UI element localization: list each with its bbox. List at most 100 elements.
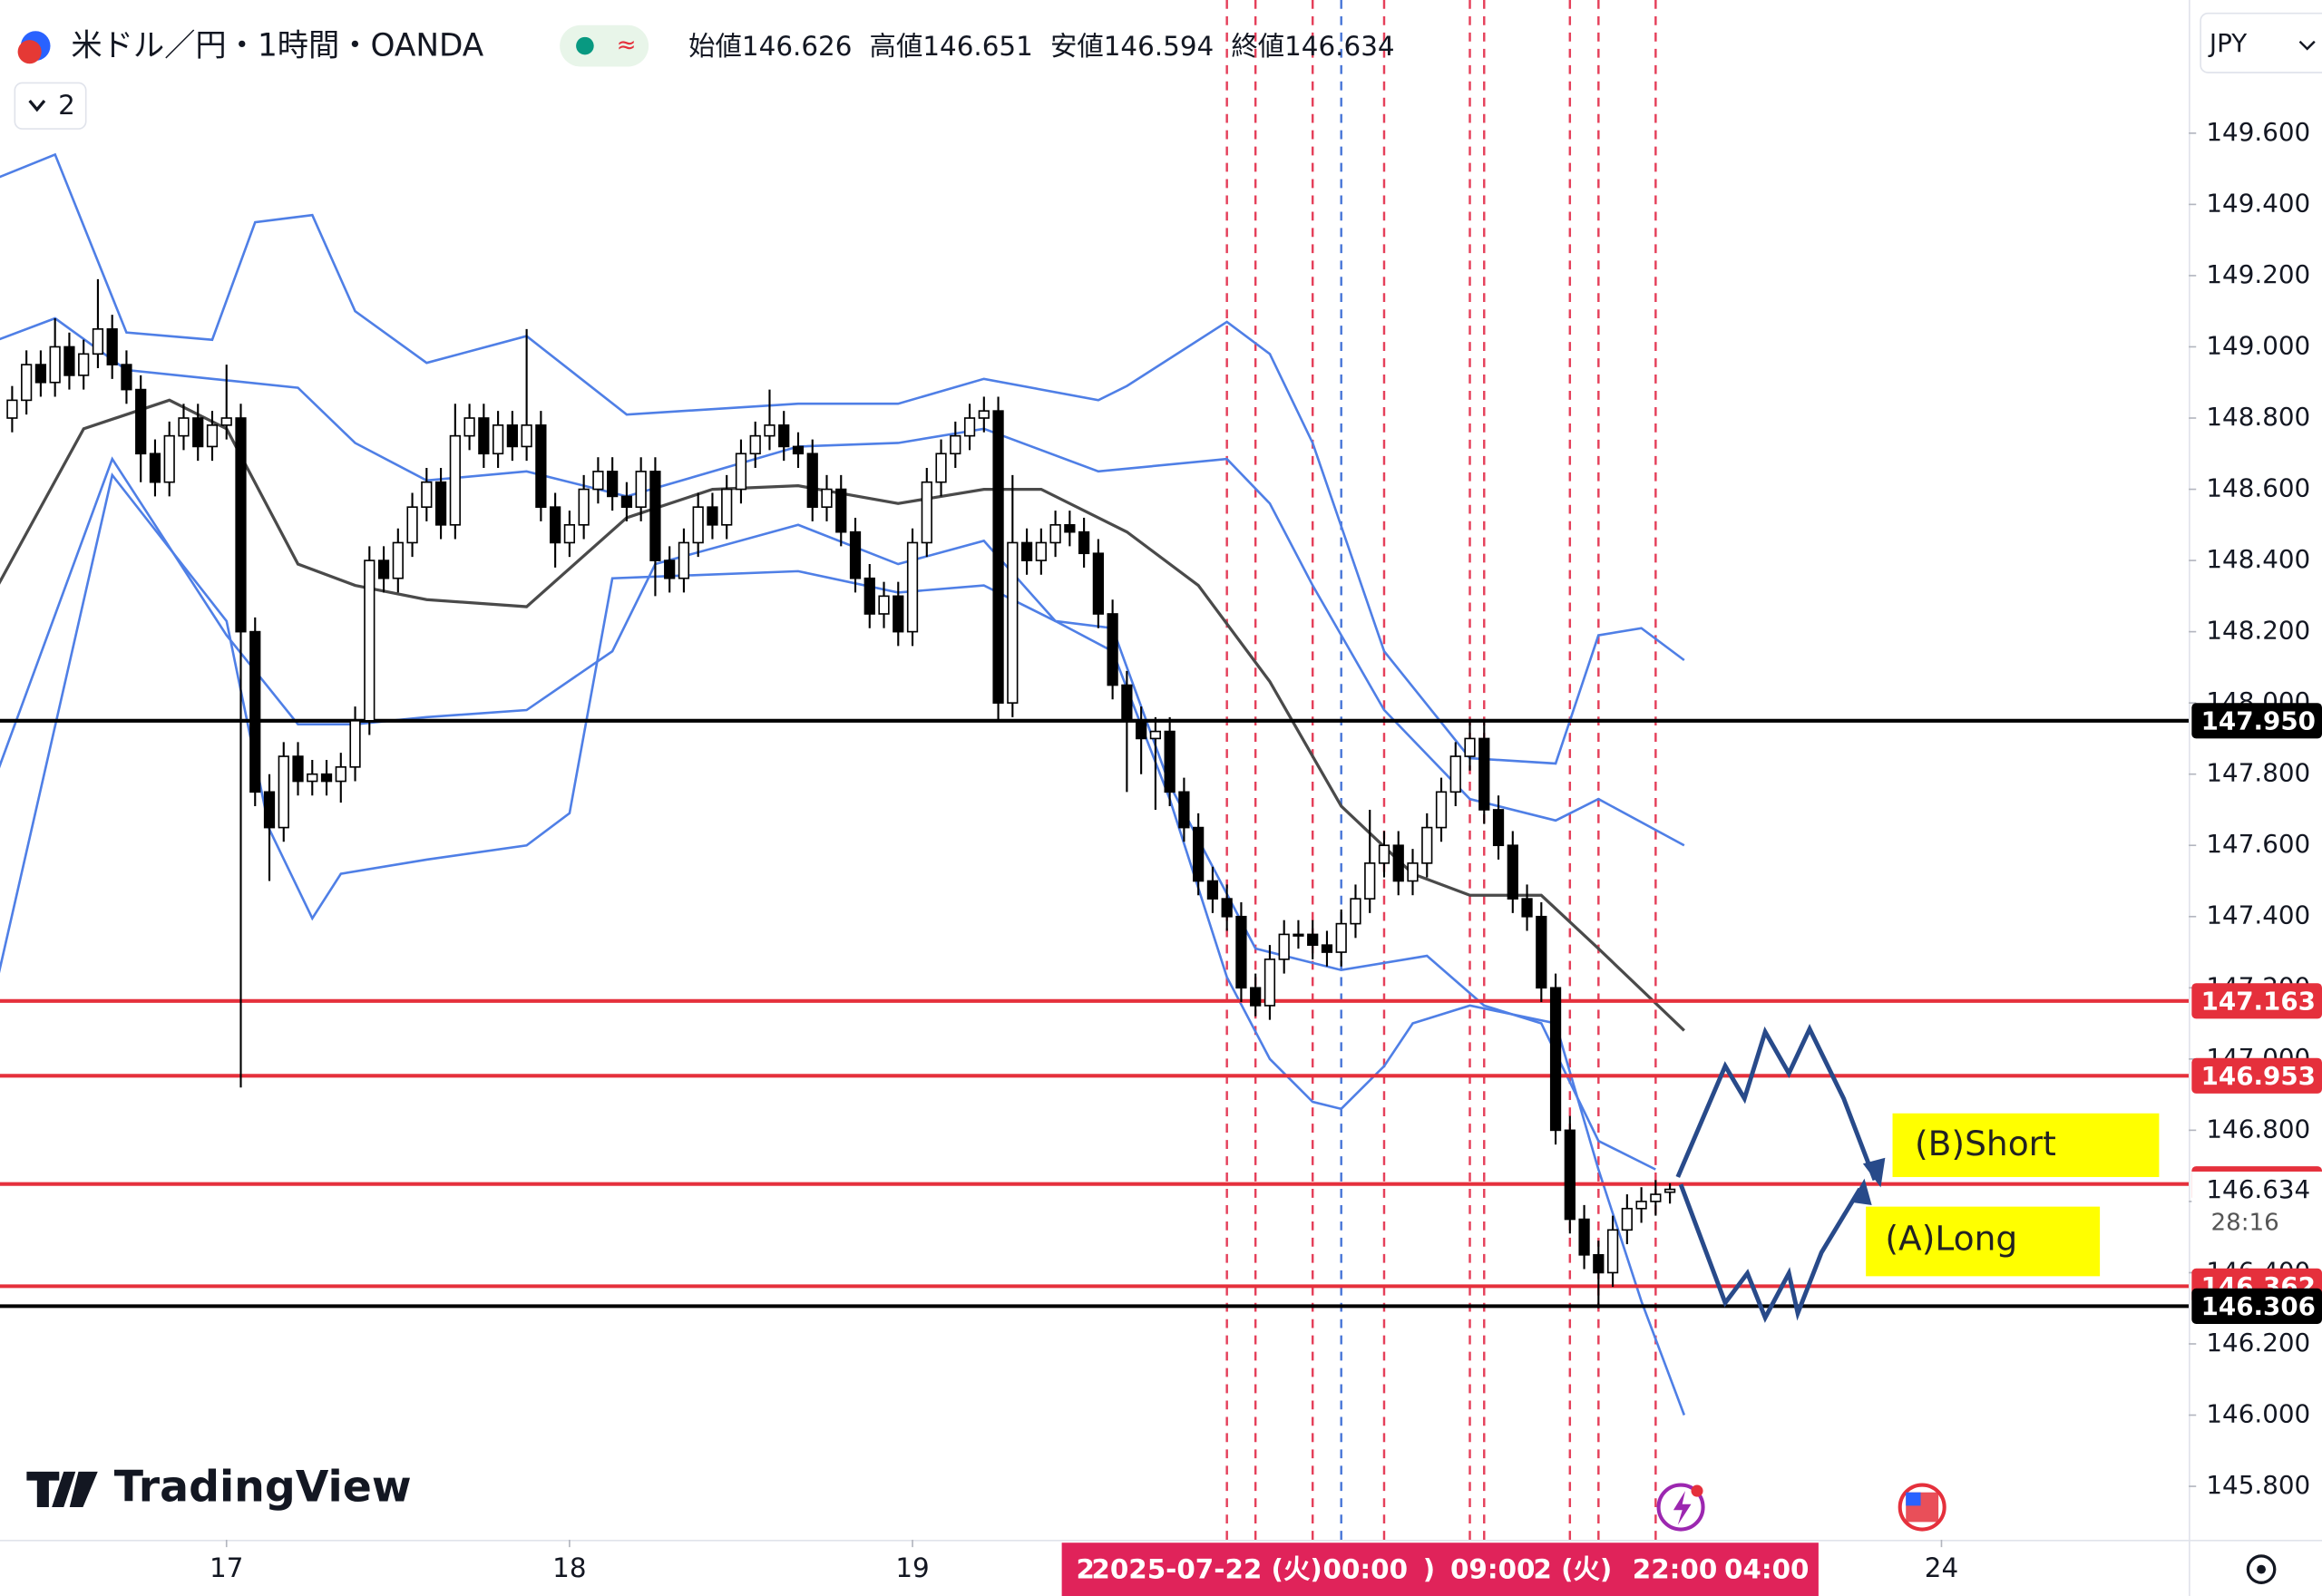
candle-body [620, 495, 633, 508]
annotation: (B)Short [1915, 1124, 2056, 1163]
candle-body [935, 453, 947, 483]
interval-button[interactable]: 2 [14, 82, 87, 130]
plot-area [0, 0, 2190, 1540]
candle-body [1621, 1207, 1633, 1231]
candle-body [1007, 541, 1019, 704]
candle-body [550, 506, 561, 544]
candle-body [1020, 541, 1033, 561]
candle-body [192, 417, 204, 448]
candle-body [1635, 1201, 1647, 1210]
candle-body [1149, 730, 1162, 740]
y-tick-label: 147.600 [2206, 829, 2310, 859]
indicator-line [0, 456, 1656, 1171]
x-tick-label: 18 [552, 1552, 586, 1583]
candle-body [463, 417, 475, 437]
candle-body [1121, 684, 1133, 722]
candle-body [506, 424, 518, 448]
ohlc-label: 安値 [1050, 31, 1104, 62]
y-tick-label: 148.400 [2206, 544, 2310, 574]
symbol-icon [17, 40, 42, 64]
candle-body [1578, 1218, 1590, 1256]
indicator-line [0, 472, 1686, 1416]
y-tick-label: 149.600 [2206, 117, 2310, 147]
ohlc-value: 146.594 [1104, 31, 1214, 62]
x-tick-label: 19 [895, 1552, 929, 1583]
arrow-head [1850, 1178, 1872, 1205]
candle-body [63, 345, 75, 376]
button-frame [14, 82, 87, 130]
candle-body [878, 595, 890, 615]
candle-body [121, 364, 132, 391]
button-label: JPY [2208, 28, 2247, 58]
candle-body [307, 773, 318, 783]
candle-body [1407, 862, 1419, 882]
candle-body [406, 506, 418, 544]
logo-text: TradingView [114, 1462, 412, 1512]
y-tick-label: 146.200 [2206, 1328, 2310, 1358]
candle-body [1107, 613, 1118, 686]
y-tick-label: 146.000 [2206, 1399, 2310, 1429]
candle-body [592, 471, 604, 491]
y-tick-label: 149.400 [2206, 188, 2310, 218]
candle-body [735, 453, 747, 491]
flag-icon [1906, 1492, 1921, 1506]
overlay: (B)Short (A)Long [1675, 1024, 2160, 1323]
candle-body [764, 424, 776, 437]
y-tick-label: 147.400 [2206, 900, 2310, 930]
candle-body [34, 364, 47, 384]
candle-body [1421, 826, 1433, 864]
scenario-path [1678, 1183, 1862, 1323]
candle-body [92, 328, 104, 355]
candle-body [106, 328, 118, 365]
candle-body [1193, 826, 1205, 882]
settings-icon[interactable] [2246, 1554, 2277, 1584]
chevron [2298, 40, 2316, 51]
candle-body [1335, 922, 1347, 953]
candle-body [320, 773, 333, 783]
candle-body [478, 417, 490, 455]
candle-body [563, 523, 576, 544]
chevron [28, 99, 46, 112]
candle-body [492, 424, 504, 455]
candle-body [678, 541, 690, 579]
candle-body [521, 424, 532, 448]
candle-body [1564, 1129, 1576, 1221]
price-tag [2191, 703, 2322, 739]
candle-body [449, 434, 461, 526]
candle-body [392, 541, 404, 579]
candle-body [1593, 1253, 1605, 1274]
annotation-box [1892, 1113, 2160, 1177]
candle-body [78, 353, 90, 376]
candle-body [1049, 523, 1061, 544]
ohlc-label: 終値 [1231, 31, 1284, 62]
y-tick-label: 149.200 [2206, 259, 2310, 289]
candle-body [1650, 1193, 1662, 1202]
symbol-title: 米ドル／円・1時間・OANDA [71, 28, 483, 64]
event-badge [1691, 1484, 1703, 1497]
date-highlight [1061, 1542, 1819, 1596]
candle-body [434, 481, 447, 526]
candle-body [921, 481, 932, 544]
date-label: 22:00 [1633, 1554, 1718, 1585]
candle-body [721, 488, 733, 526]
candle-body [607, 471, 619, 498]
y-tick-label: 148.200 [2206, 616, 2310, 646]
candle-body [1278, 933, 1290, 960]
candle-body [163, 434, 175, 483]
candle-body [893, 595, 904, 633]
header: 米ドル／円・1時間・OANDA ≈ 始値146.626 高値146.651 安値… [14, 12, 2322, 130]
price-tag-label: 147.163 [2201, 986, 2316, 1016]
candle-body [806, 453, 818, 508]
candle-body [1449, 755, 1461, 793]
status-pill [560, 24, 649, 67]
candle-body [1536, 915, 1547, 989]
current-price-label: 146.634 [2206, 1174, 2310, 1204]
candle-body [263, 791, 276, 829]
currency-button[interactable]: JPY [2200, 12, 2322, 73]
annotation: (A)Long [1885, 1219, 2017, 1259]
candle-body [377, 560, 390, 579]
event-icon-bolt [1673, 1491, 1692, 1525]
candle-body [578, 488, 590, 526]
ohlc-value: 146.626 [742, 31, 852, 62]
